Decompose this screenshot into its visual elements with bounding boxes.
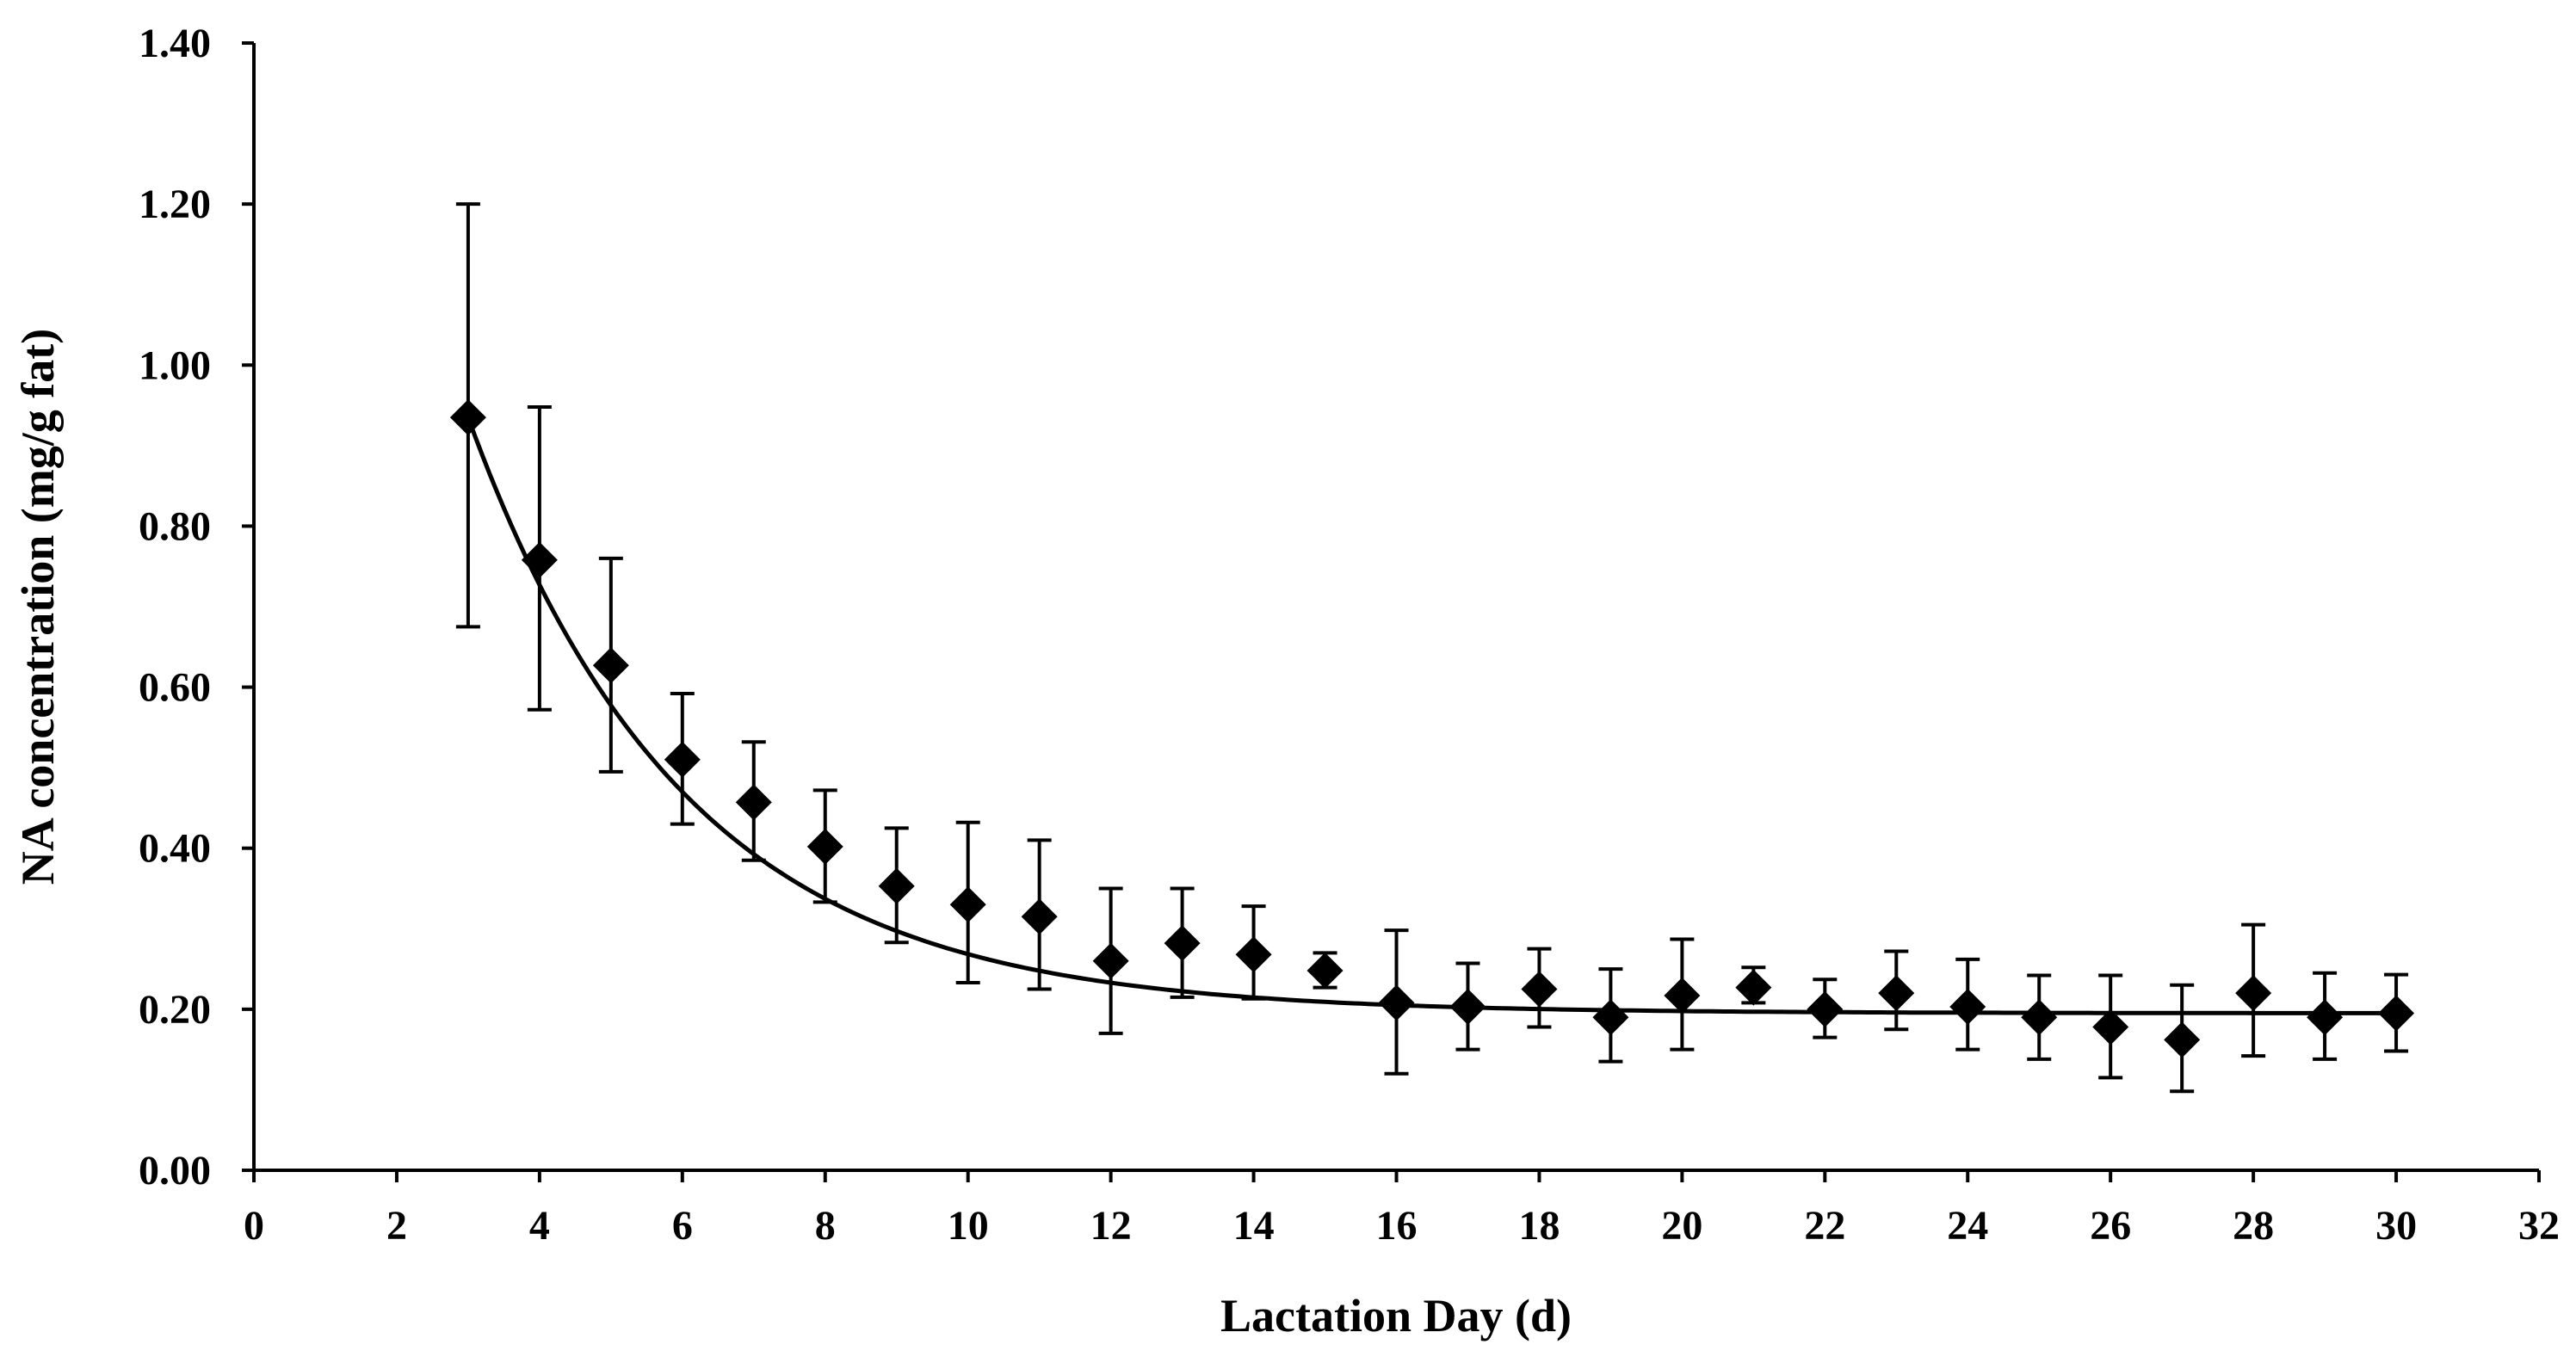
data-point bbox=[1164, 925, 1201, 962]
x-tick-label: 14 bbox=[1233, 1203, 1275, 1249]
x-tick-label: 32 bbox=[2518, 1203, 2560, 1249]
x-tick-label: 28 bbox=[2233, 1203, 2274, 1249]
data-point bbox=[1878, 975, 1915, 1012]
x-tick-label: 8 bbox=[815, 1203, 836, 1249]
data-point bbox=[521, 541, 558, 578]
x-tick-label: 10 bbox=[948, 1203, 989, 1249]
x-axis-title: Lactation Day (d) bbox=[1220, 1290, 1572, 1342]
y-ticks: 0.00 0.20 0.40 0.60 0.80 1.00 1.20 1.40 bbox=[139, 21, 254, 1194]
y-tick-label: 0.20 bbox=[139, 987, 211, 1033]
trend-layer bbox=[466, 416, 2397, 1015]
data-point bbox=[2235, 975, 2272, 1012]
x-tick-label: 18 bbox=[1518, 1203, 1560, 1249]
x-tick-label: 16 bbox=[1376, 1203, 1418, 1249]
data-point bbox=[664, 741, 701, 778]
data-point bbox=[1092, 942, 1129, 979]
x-tick-label: 12 bbox=[1090, 1203, 1132, 1249]
data-point bbox=[1949, 989, 1986, 1026]
y-tick-label: 0.00 bbox=[139, 1148, 211, 1194]
y-tick-label: 1.00 bbox=[139, 342, 211, 388]
x-tick-label: 26 bbox=[2090, 1203, 2131, 1249]
data-point bbox=[806, 828, 843, 865]
data-point bbox=[2307, 999, 2344, 1036]
x-tick-label: 30 bbox=[2375, 1203, 2417, 1249]
data-point bbox=[449, 399, 486, 436]
trend-line bbox=[466, 416, 2397, 1015]
data-point bbox=[1807, 990, 1844, 1027]
data-point bbox=[949, 886, 986, 923]
data-point bbox=[1378, 984, 1415, 1021]
data-point bbox=[2164, 1021, 2201, 1058]
x-tick-label: 2 bbox=[386, 1203, 407, 1249]
data-point bbox=[592, 647, 629, 684]
data-point bbox=[2092, 1008, 2129, 1046]
data-point bbox=[1735, 969, 1772, 1006]
y-tick-label: 0.80 bbox=[139, 503, 211, 549]
data-point bbox=[2021, 999, 2058, 1036]
x-tick-label: 4 bbox=[529, 1203, 550, 1249]
data-point bbox=[1592, 999, 1629, 1036]
x-tick-label: 22 bbox=[1804, 1203, 1845, 1249]
data-point bbox=[1521, 971, 1558, 1008]
y-tick-label: 1.20 bbox=[139, 182, 211, 227]
data-point bbox=[735, 784, 772, 821]
y-tick-label: 0.40 bbox=[139, 826, 211, 872]
x-ticks: 0 2 4 6 8 10 12 14 16 18 20 22 24 26 28 30 32 bbox=[244, 1170, 2560, 1249]
y-axis-title: NA concentration (mg/g fat) bbox=[12, 329, 64, 885]
data-point bbox=[1449, 989, 1486, 1026]
y-tick-label: 1.40 bbox=[139, 21, 211, 66]
data-point bbox=[2378, 995, 2415, 1032]
data-point bbox=[1307, 952, 1344, 989]
data-points bbox=[449, 399, 2415, 1058]
data-point bbox=[1235, 936, 1272, 973]
data-point bbox=[1021, 898, 1058, 935]
y-tick-label: 0.60 bbox=[139, 665, 211, 711]
data-point bbox=[1664, 977, 1701, 1014]
data-point bbox=[878, 867, 915, 904]
x-tick-label: 20 bbox=[1661, 1203, 1702, 1249]
error-bars bbox=[455, 202, 2409, 1094]
x-tick-label: 0 bbox=[244, 1203, 264, 1249]
x-tick-label: 24 bbox=[1947, 1203, 1988, 1249]
x-tick-label: 6 bbox=[672, 1203, 693, 1249]
